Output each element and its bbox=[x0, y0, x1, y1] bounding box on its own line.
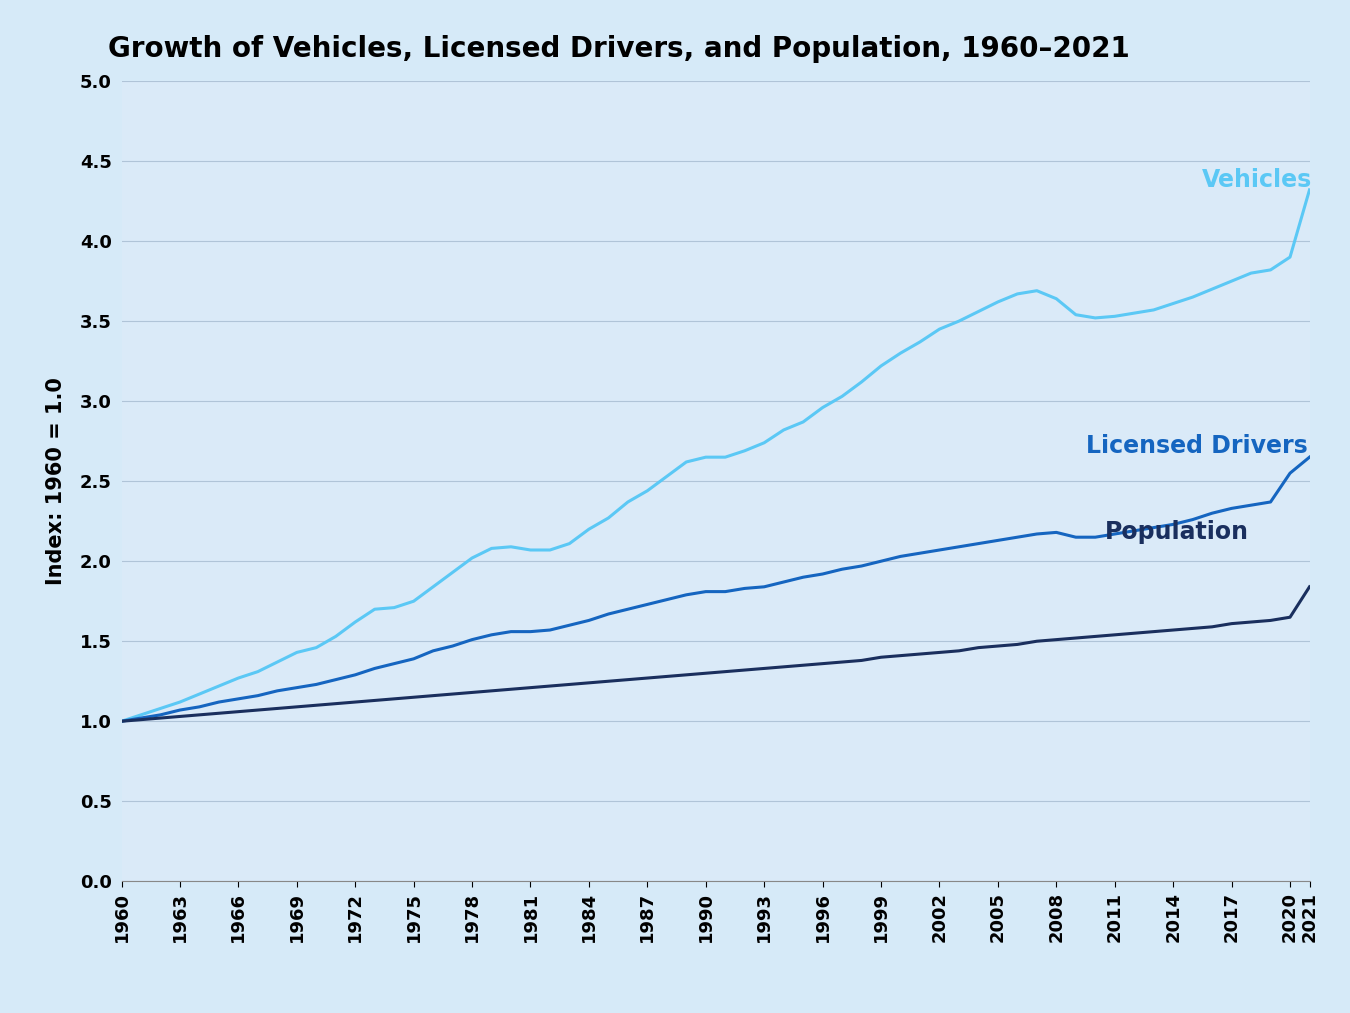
Text: Growth of Vehicles, Licensed Drivers, and Population, 1960–2021: Growth of Vehicles, Licensed Drivers, an… bbox=[108, 35, 1130, 64]
Text: Population: Population bbox=[1106, 521, 1249, 544]
Text: Vehicles: Vehicles bbox=[1203, 168, 1312, 192]
Text: Licensed Drivers: Licensed Drivers bbox=[1085, 434, 1307, 458]
Y-axis label: Index: 1960 = 1.0: Index: 1960 = 1.0 bbox=[46, 377, 66, 586]
